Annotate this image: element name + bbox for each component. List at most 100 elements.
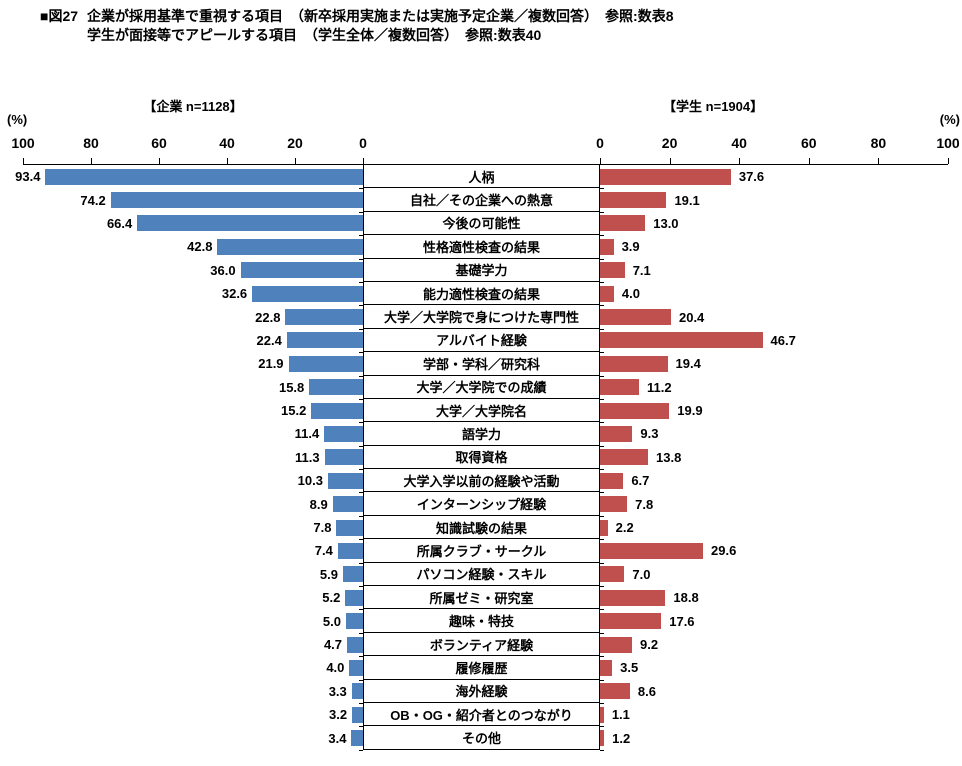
right-axis-ticks: 0 20 40 60 80 100 [596, 133, 960, 151]
company-row-cell: 10.3 [23, 469, 363, 494]
student-row-cell: 19.4 [600, 352, 948, 377]
category-label: 所属クラブ・サークル [416, 543, 547, 559]
company-bar [286, 332, 363, 349]
company-bar [351, 730, 363, 747]
axis-tickmarks [23, 158, 949, 164]
company-value-label: 15.2 [281, 403, 307, 419]
company-bar [332, 496, 363, 513]
student-value-label: 7.1 [632, 262, 651, 278]
category-label: 知識試験の結果 [435, 520, 527, 536]
student-bar [600, 496, 628, 513]
company-bar [217, 238, 363, 255]
company-value-label: 5.9 [319, 566, 338, 582]
category-cell: 所属クラブ・サークル [363, 539, 600, 563]
category-cell: 大学／大学院での成績 [363, 375, 600, 399]
company-row-cell: 3.4 [23, 726, 363, 752]
company-bar [351, 683, 363, 700]
company-value-label: 93.4 [15, 169, 41, 185]
student-value-label: 29.6 [711, 543, 737, 559]
company-value-label: 10.3 [297, 473, 323, 489]
right-axis-tickmark [878, 158, 880, 164]
category-cell: インターンシップ経験 [363, 492, 600, 516]
student-row-cell: 46.7 [600, 329, 948, 354]
student-bar [600, 589, 666, 606]
student-bar [600, 425, 633, 442]
student-bar [600, 613, 662, 630]
left-axis-tick-label: 0 [359, 135, 367, 151]
rows-grid: 93.4 人柄 37.6 74.2 自社／その企業への熱意 19.1 66.4 今後の可能性 1… [15, 164, 948, 752]
student-bar [600, 402, 670, 419]
company-bar [45, 168, 363, 185]
student-bar [600, 309, 671, 326]
company-bar [346, 613, 363, 630]
student-bar [600, 355, 668, 372]
student-bar [600, 542, 703, 559]
category-label: 学部・学科／研究科 [422, 356, 540, 372]
company-value-label: 5.0 [322, 613, 341, 629]
student-value-label: 9.3 [640, 426, 659, 442]
company-row-cell: 22.4 [23, 329, 363, 354]
student-value-label: 1.1 [611, 707, 630, 723]
student-row-cell: 19.1 [600, 188, 948, 214]
student-value-label: 19.4 [675, 356, 701, 372]
category-label: パソコン経験・スキル [416, 567, 547, 583]
student-row-cell: 1.2 [600, 726, 948, 752]
student-value-label: 4.0 [621, 286, 640, 302]
student-row-cell: 9.2 [600, 633, 948, 658]
right-axis-tick-label: 40 [731, 135, 747, 151]
company-bar [327, 472, 363, 489]
company-row-cell: 74.2 [23, 188, 363, 214]
company-value-label: 36.0 [210, 262, 236, 278]
company-row-cell: 4.0 [23, 656, 363, 682]
student-bar [600, 215, 646, 232]
company-bar [324, 425, 363, 442]
company-value-label: 3.2 [329, 707, 348, 723]
company-value-label: 22.4 [256, 332, 282, 348]
right-axis-tick-label: 20 [661, 135, 678, 151]
student-row-cell: 3.5 [600, 656, 948, 682]
student-value-label: 3.9 [621, 239, 640, 255]
company-value-label: 21.9 [258, 356, 284, 372]
company-row-cell: 15.2 [23, 399, 363, 424]
figure-title-line1: 企業が採用基準で重視する項目 （新卒採用実施または実施予定企業／複数回答） 参照… [87, 8, 674, 24]
left-axis-tickmark [363, 158, 364, 164]
company-row-cell: 7.4 [23, 539, 363, 565]
category-label: 海外経験 [455, 684, 508, 700]
left-axis-tick-label: 20 [287, 135, 303, 151]
category-cell: 大学／大学院名 [363, 398, 600, 423]
student-row-cell: 17.6 [600, 609, 948, 635]
category-cell: 学部・学科／研究科 [363, 352, 600, 376]
student-row-cell: 11.2 [600, 376, 948, 401]
company-value-label: 74.2 [80, 192, 106, 208]
company-row-cell: 93.4 [15, 165, 363, 190]
right-axis-tick-label: 0 [596, 135, 604, 151]
student-value-label: 8.6 [637, 683, 656, 699]
company-value-label: 3.3 [328, 683, 347, 699]
category-cell: 能力適性検査の結果 [363, 281, 600, 306]
category-cell: 所属ゼミ・研究室 [363, 586, 600, 610]
student-row-cell: 13.8 [600, 446, 948, 471]
student-value-label: 6.7 [631, 473, 650, 489]
company-value-label: 7.8 [313, 520, 332, 536]
category-label: 能力適性検査の結果 [422, 286, 540, 302]
right-axis-tick-label: 100 [936, 135, 960, 151]
student-row-cell: 7.1 [600, 259, 948, 284]
student-bar [600, 332, 763, 349]
student-value-label: 46.7 [770, 332, 796, 348]
student-value-label: 7.0 [632, 566, 651, 582]
category-label: その他 [461, 731, 501, 747]
right-axis-tickmark [948, 158, 949, 164]
category-label: OB・OG・紹介者とのつながり [390, 707, 573, 723]
category-cell: 今後の可能性 [363, 211, 600, 236]
company-bar [288, 355, 363, 372]
company-bar [110, 192, 363, 209]
category-cell: 人柄 [363, 165, 600, 189]
category-cell: 趣味・特技 [363, 609, 600, 633]
left-axis-tick-label: 60 [151, 135, 167, 151]
right-axis-tickmark [669, 158, 671, 164]
company-row-cell: 4.7 [23, 633, 363, 658]
category-label: 性格適性検査の結果 [422, 239, 540, 255]
left-axis-tickmarks [23, 158, 364, 164]
category-label: 取得資格 [455, 450, 508, 466]
student-value-label: 13.0 [653, 215, 679, 231]
